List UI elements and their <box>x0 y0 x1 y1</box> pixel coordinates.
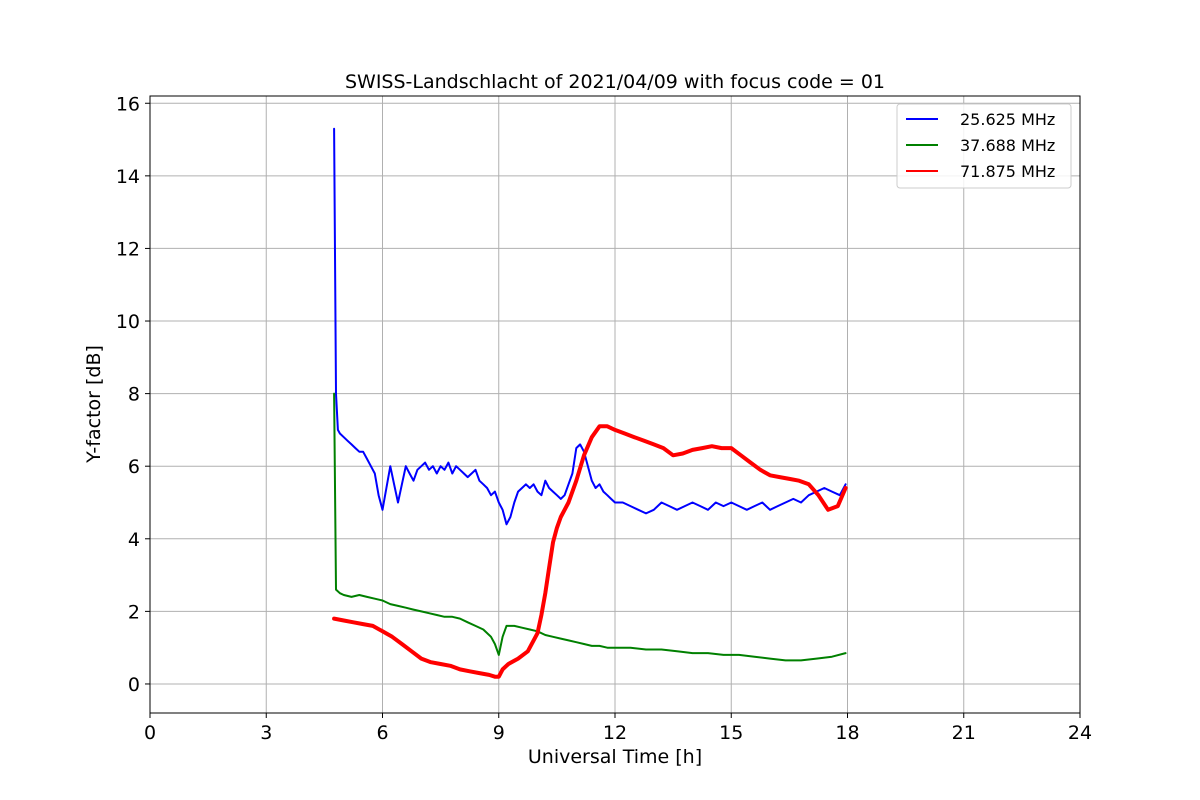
y-tick-label: 14 <box>116 166 140 188</box>
legend-box <box>896 103 1072 189</box>
chart-title: SWISS-Landschlacht of 2021/04/09 with fo… <box>345 71 885 93</box>
x-tick-label: 0 <box>144 722 156 744</box>
y-axis-label: Y-factor [dB] <box>83 345 105 464</box>
series-line-37-688-mhz <box>333 392 847 662</box>
legend-label: 25.625 MHz <box>960 110 1055 129</box>
x-tick-label: 6 <box>376 722 388 744</box>
series-line-71-875-mhz <box>332 424 848 679</box>
y-tick-label: 8 <box>128 384 140 406</box>
legend-label: 37.688 MHz <box>960 136 1055 155</box>
legend: 25.625 MHz 37.688 MHz 71.875 MHz <box>896 103 1072 189</box>
x-tick-label: 24 <box>1068 722 1092 744</box>
x-axis-ticks: 0 3 6 9 12 15 18 21 24 <box>144 713 1092 744</box>
y-axis-ticks: 0 2 4 6 8 10 12 14 16 <box>116 93 150 696</box>
y-tick-label: 16 <box>116 93 140 115</box>
y-tick-label: 12 <box>116 238 140 260</box>
x-tick-label: 18 <box>835 722 859 744</box>
x-axis-label: Universal Time [h] <box>528 746 702 768</box>
y-tick-label: 10 <box>116 311 140 333</box>
series-layer <box>332 127 848 679</box>
y-tick-label: 6 <box>128 456 140 478</box>
legend-label: 71.875 MHz <box>960 162 1055 181</box>
x-tick-label: 12 <box>603 722 627 744</box>
y-tick-label: 0 <box>128 674 140 696</box>
series-line-25-625-mhz <box>333 127 847 526</box>
x-tick-label: 15 <box>719 722 743 744</box>
x-tick-label: 21 <box>952 722 976 744</box>
x-tick-label: 9 <box>493 722 505 744</box>
x-tick-label: 3 <box>260 722 272 744</box>
y-tick-label: 2 <box>128 601 140 623</box>
y-tick-label: 4 <box>128 529 140 551</box>
